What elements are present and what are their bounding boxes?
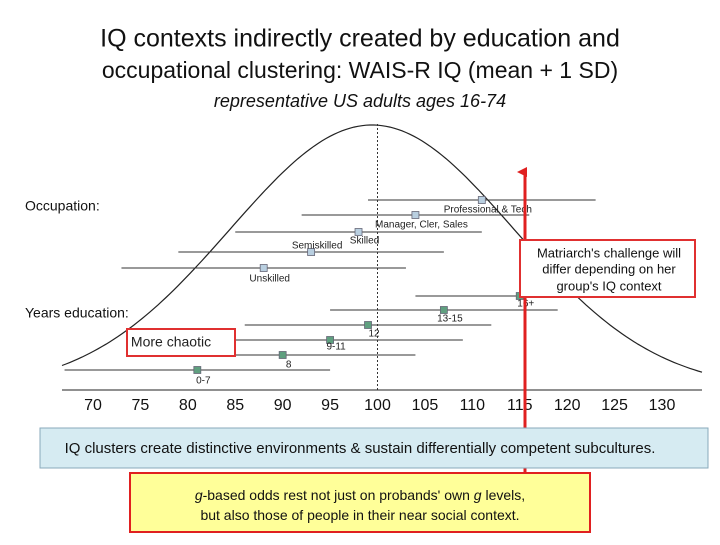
- mean-marker: [259, 264, 268, 272]
- mean-marker: [354, 228, 363, 236]
- mean-marker: [364, 321, 372, 329]
- group-label: 12: [368, 329, 380, 340]
- plot: 70 75 80 85 90 95 100 105 110 115 120 125 130 Occupat…: [25, 124, 702, 414]
- chaotic-label: More chaotic: [131, 334, 211, 350]
- x-tick-label: 105: [412, 397, 439, 414]
- chaotic-box: [126, 328, 236, 357]
- x-tick-label: 110: [460, 397, 486, 414]
- x-tick-label: 95: [321, 397, 339, 414]
- x-tick-label: 85: [226, 397, 244, 414]
- legend-label: Occupation:: [25, 198, 100, 214]
- mean-marker: [326, 336, 334, 344]
- title-line: IQ contexts indirectly created by educat…: [100, 25, 620, 53]
- group-label: 8: [286, 360, 292, 371]
- mean-marker: [477, 196, 486, 204]
- subtitle: representative US adults ages 16-74: [214, 91, 506, 111]
- legend-label: Years education:: [25, 305, 129, 321]
- group-label: 13-15: [437, 314, 463, 325]
- mean-marker: [307, 248, 316, 256]
- note-part: -based odds rest not just on probands' o…: [203, 487, 474, 503]
- mean-marker: [439, 306, 448, 314]
- x-tick-label: 70: [84, 397, 102, 414]
- x-tick-label: 130: [649, 397, 676, 414]
- group-label: Unskilled: [249, 274, 290, 285]
- group-label: Manager, Cler, Sales: [375, 220, 468, 231]
- x-tick-label: 80: [179, 397, 197, 414]
- x-tick-label: 75: [132, 397, 150, 414]
- group-label: 0-7: [196, 376, 211, 387]
- note-box: [129, 472, 591, 533]
- x-tick-label: 125: [601, 397, 628, 414]
- group-label: Skilled: [350, 236, 379, 247]
- note-line: g-based odds rest not just on probands' …: [195, 487, 525, 503]
- mean-marker: [278, 351, 287, 359]
- callout-text: Matriarch's challenge will: [537, 245, 681, 260]
- distribution-curve: [61, 124, 703, 373]
- group-label: 9-11: [326, 342, 346, 353]
- x-tick-label: 120: [554, 397, 581, 414]
- curve-layer: [61, 124, 703, 373]
- note-part: but also those of people in their near s…: [200, 507, 519, 523]
- callout-text: differ depending on her: [542, 261, 676, 276]
- x-tick-label: 90: [274, 397, 292, 414]
- x-tick-label: 100: [364, 397, 391, 414]
- x-tick-label: 115: [507, 397, 533, 414]
- callout-box: [519, 239, 696, 298]
- banner-text: IQ clusters create distinctive environme…: [65, 440, 656, 457]
- note-line: but also those of people in their near s…: [200, 507, 519, 523]
- callout-text: group's IQ context: [556, 278, 661, 293]
- banner-box: [39, 427, 709, 469]
- mean-marker: [411, 211, 420, 219]
- group-label: Semiskilled: [292, 241, 343, 252]
- title-line: occupational clustering: WAIS-R IQ (mean…: [102, 57, 618, 83]
- note-part: levels,: [482, 487, 526, 503]
- group-label: Professional & Tech: [444, 205, 532, 216]
- note-part: g: [195, 487, 203, 503]
- mean-marker: [193, 366, 202, 374]
- note-part: g: [474, 487, 482, 503]
